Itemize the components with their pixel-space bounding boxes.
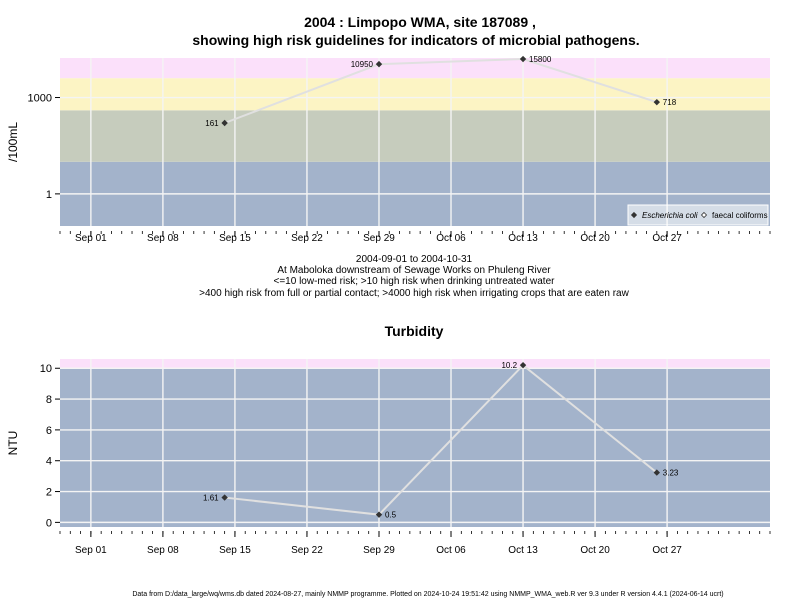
data-label: 10.2 [501,361,517,370]
y-axis-label: /100mL [6,122,20,162]
data-point [653,469,661,476]
chart-title-line2: showing high risk guidelines for indicat… [192,32,639,48]
y-tick-label: 0 [46,517,52,529]
x-tick-label: Sep 01 [75,545,107,556]
y-axis-label: NTU [6,431,20,456]
x-tick-label: Sep 08 [147,233,179,244]
caption-date-range: 2004-09-01 to 2004-10-31 [356,254,473,265]
x-tick-label: Oct 27 [652,233,682,244]
x-tick-label: Sep 22 [291,233,323,244]
x-tick-label: Sep 15 [219,545,251,556]
y-tick-label: 4 [46,456,52,468]
legend-label: Escherichia coli [642,211,698,220]
x-tick-label: Sep 15 [219,233,251,244]
caption-guideline-2: >400 high risk from full or partial cont… [199,288,629,299]
microbial-chart: 1 1000/100mL Sep 01 Sep 08 Sep 15 Sep 22 Sep 2… [6,55,771,244]
y-tick-label: 10 [40,363,52,375]
caption-guideline-1: <=10 low-med risk; >10 high risk when dr… [274,276,556,287]
legend-box [627,204,769,226]
x-tick-label: Oct 13 [508,233,538,244]
footer-note: Data from D:/data_large/wq/wms.db dated … [132,591,723,598]
risk-band [60,78,770,111]
data-point [653,98,661,106]
risk-band [60,359,770,369]
y-tick-label: 1 [46,189,52,201]
x-tick-label: Sep 01 [75,233,107,244]
data-label: 3.23 [663,469,679,478]
caption-location: At Maboloka downstream of Sewage Works o… [277,265,551,276]
legend-label: faecal coliforms [712,211,768,220]
x-tick-label: Oct 06 [436,545,466,556]
risk-band [60,368,770,527]
data-label: 15800 [529,55,552,64]
data-point [221,119,228,127]
data-point [375,60,383,68]
data-label: 718 [663,98,677,107]
series-line [224,58,658,124]
x-tick-label: Sep 22 [291,545,323,556]
data-label: 10950 [351,60,374,69]
y-tick-label: 6 [46,425,52,437]
x-tick-label: Oct 13 [508,545,538,556]
data-label: 0.5 [385,511,397,520]
data-point [221,494,228,501]
data-label: 1.61 [203,494,219,503]
y-tick-label: 1000 [28,93,52,105]
series-line [224,363,658,516]
x-tick-label: Oct 20 [580,545,610,556]
data-point [375,511,383,518]
y-tick-label: 8 [46,394,52,406]
chart-title-line1: 2004 : Limpopo WMA, site 187089 , [304,14,536,30]
data-label: 161 [205,119,219,128]
risk-band [60,110,770,162]
x-tick-label: Oct 20 [580,233,610,244]
legend-marker [630,211,638,219]
turbidity-title: Turbidity [385,323,444,339]
x-tick-label: Sep 08 [147,545,179,556]
x-tick-label: Oct 06 [436,233,466,244]
turbidity-chart: 0 2 4 6 8 10 NTU Sep 01 Sep 08 Sep 15 Sep 22 Sep 29… [6,359,771,556]
legend-marker [700,211,708,219]
x-tick-label: Sep 29 [363,233,395,244]
data-point [519,361,527,369]
risk-band [60,58,770,79]
x-tick-label: Sep 29 [363,545,395,556]
y-tick-label: 2 [46,487,52,499]
x-tick-label: Oct 27 [652,545,682,556]
data-point [519,55,527,63]
